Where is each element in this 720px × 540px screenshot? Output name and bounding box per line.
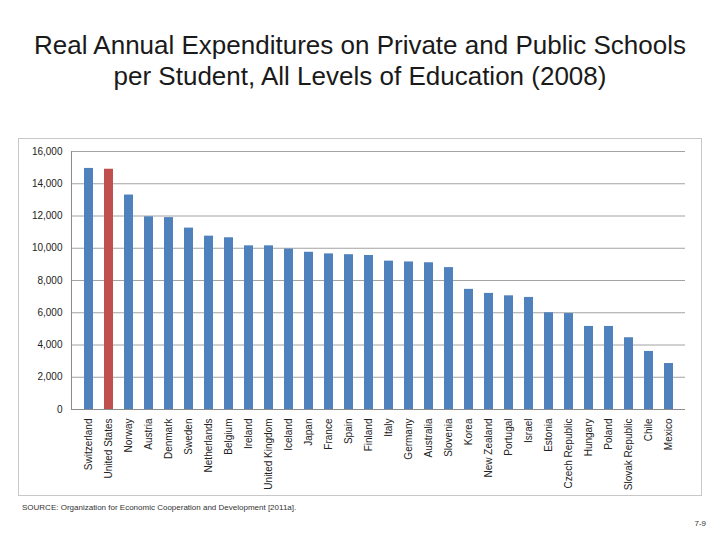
svg-text:Hungary: Hungary xyxy=(583,419,594,457)
svg-text:Netherlands: Netherlands xyxy=(203,419,214,473)
svg-text:Israel: Israel xyxy=(523,419,534,443)
svg-text:10,000: 10,000 xyxy=(32,242,63,253)
svg-text:Japan: Japan xyxy=(303,419,314,446)
svg-text:0: 0 xyxy=(57,404,63,415)
svg-text:8,000: 8,000 xyxy=(37,275,62,286)
svg-text:Slovak Republic: Slovak Republic xyxy=(623,419,634,491)
svg-text:Austria: Austria xyxy=(143,418,154,450)
svg-text:16,000: 16,000 xyxy=(32,146,63,157)
svg-text:United Kingdom: United Kingdom xyxy=(263,419,274,490)
svg-text:Poland: Poland xyxy=(603,419,614,450)
svg-text:Iceland: Iceland xyxy=(283,419,294,451)
svg-text:Sweden: Sweden xyxy=(183,419,194,455)
svg-text:Belgium: Belgium xyxy=(223,419,234,455)
svg-text:Korea: Korea xyxy=(463,418,474,445)
svg-text:Estonia: Estonia xyxy=(543,418,554,452)
svg-text:Slovenia: Slovenia xyxy=(443,418,454,457)
html-text:7-9: 7-9 xyxy=(694,519,706,528)
svg-text:Mexico: Mexico xyxy=(663,418,674,450)
svg-text:12,000: 12,000 xyxy=(32,210,63,221)
svg-text:New Zealand: New Zealand xyxy=(483,419,494,478)
svg-text:Italy: Italy xyxy=(383,419,394,437)
svg-text:Switzerland: Switzerland xyxy=(83,419,94,471)
svg-text:14,000: 14,000 xyxy=(32,178,63,189)
svg-text:France: France xyxy=(323,418,334,450)
html-text:SOURCE: Organization for Econo: SOURCE: Organization for Economic Cooper… xyxy=(22,503,297,512)
svg-text:Czech Republic: Czech Republic xyxy=(563,419,574,489)
svg-text:Germany: Germany xyxy=(403,419,414,460)
svg-text:Ireland: Ireland xyxy=(243,419,254,450)
html-text:Real Annual Expenditures on Pr: Real Annual Expenditures on Private and … xyxy=(34,30,686,91)
svg-text:Finland: Finland xyxy=(363,419,374,452)
svg-text:United States: United States xyxy=(103,419,114,479)
svg-text:6,000: 6,000 xyxy=(37,307,62,318)
svg-text:Australia: Australia xyxy=(423,418,434,457)
svg-text:Portugal: Portugal xyxy=(503,419,514,456)
svg-text:Norway: Norway xyxy=(123,419,134,453)
svg-text:Chile: Chile xyxy=(643,418,654,441)
svg-text:4,000: 4,000 xyxy=(37,339,62,350)
svg-text:2,000: 2,000 xyxy=(37,371,62,382)
svg-text:Denmark: Denmark xyxy=(163,418,174,460)
svg-text:Spain: Spain xyxy=(343,419,354,445)
